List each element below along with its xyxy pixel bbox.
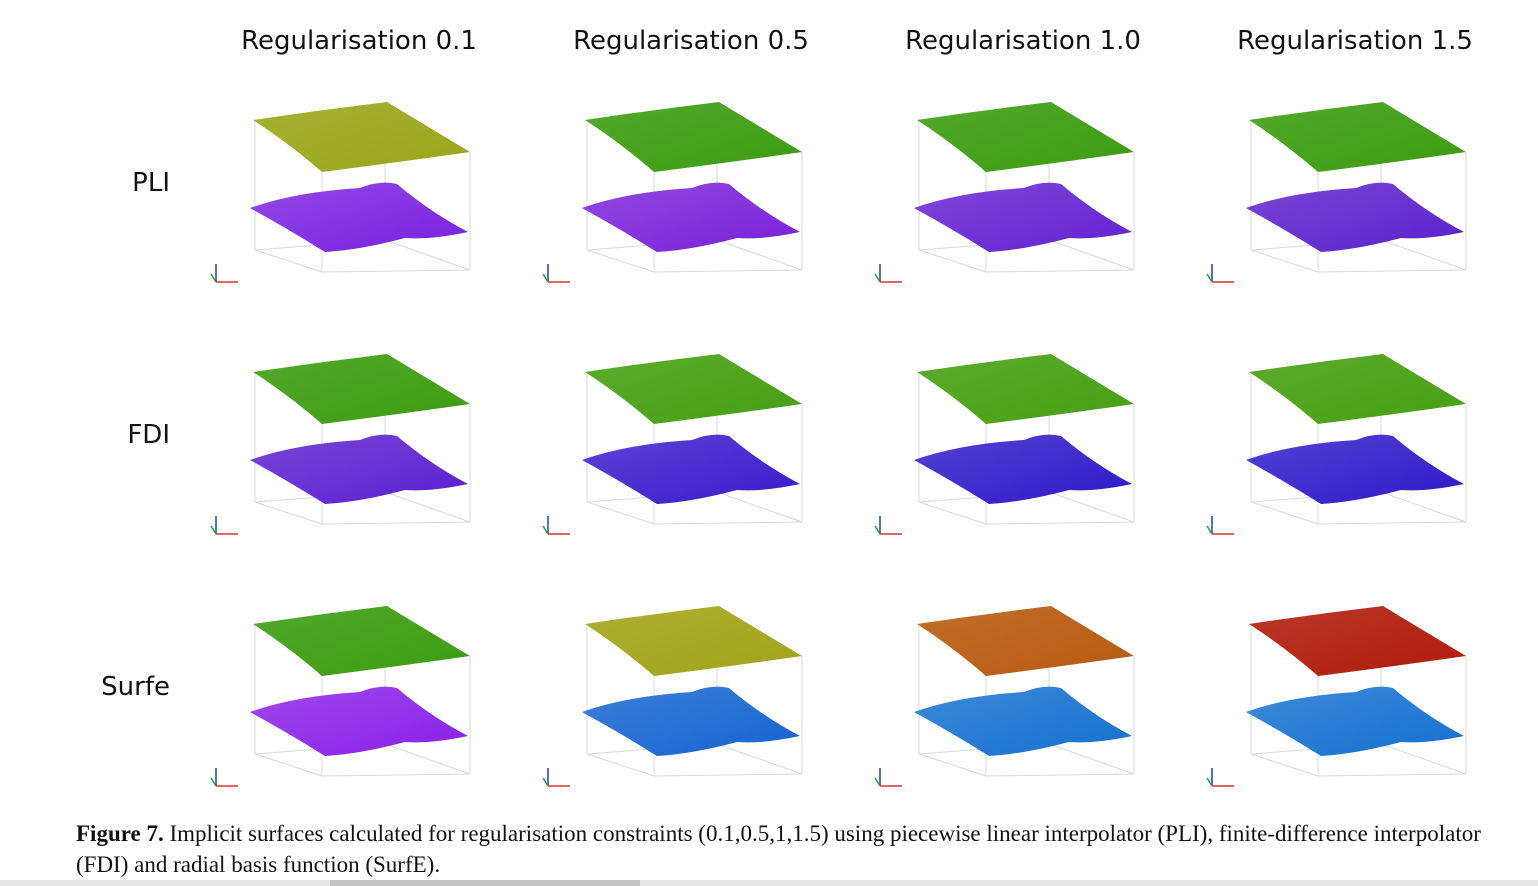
row-label-surfe: Surfe <box>101 672 170 702</box>
surface-panel-surfe-4 <box>1196 584 1526 834</box>
horizontal-scrollbar[interactable] <box>0 880 1538 886</box>
surface-panel-surfe-1 <box>200 584 530 834</box>
surface-panel-pli-2 <box>532 80 862 330</box>
row-label-pli: PLI <box>132 168 170 198</box>
surface-panel-surfe-3 <box>864 584 1194 834</box>
surface-panel-fdi-2 <box>532 332 862 582</box>
figure-caption: Figure 7. Implicit surfaces calculated f… <box>76 818 1516 880</box>
column-title-2: Regularisation 0.5 <box>573 26 809 56</box>
surface-panel-surfe-2 <box>532 584 862 834</box>
caption-label: Figure 7. <box>76 821 164 846</box>
column-title-1: Regularisation 0.1 <box>241 26 477 56</box>
scrollbar-thumb[interactable] <box>330 880 640 886</box>
row-label-fdi: FDI <box>127 420 170 450</box>
surface-panel-pli-4 <box>1196 80 1526 330</box>
surface-panel-fdi-4 <box>1196 332 1526 582</box>
column-title-4: Regularisation 1.5 <box>1237 26 1473 56</box>
surface-panel-fdi-3 <box>864 332 1194 582</box>
surface-panel-pli-3 <box>864 80 1194 330</box>
caption-text: Implicit surfaces calculated for regular… <box>76 821 1481 877</box>
column-title-3: Regularisation 1.0 <box>905 26 1141 56</box>
surface-panel-fdi-1 <box>200 332 530 582</box>
surface-panel-pli-1 <box>200 80 530 330</box>
